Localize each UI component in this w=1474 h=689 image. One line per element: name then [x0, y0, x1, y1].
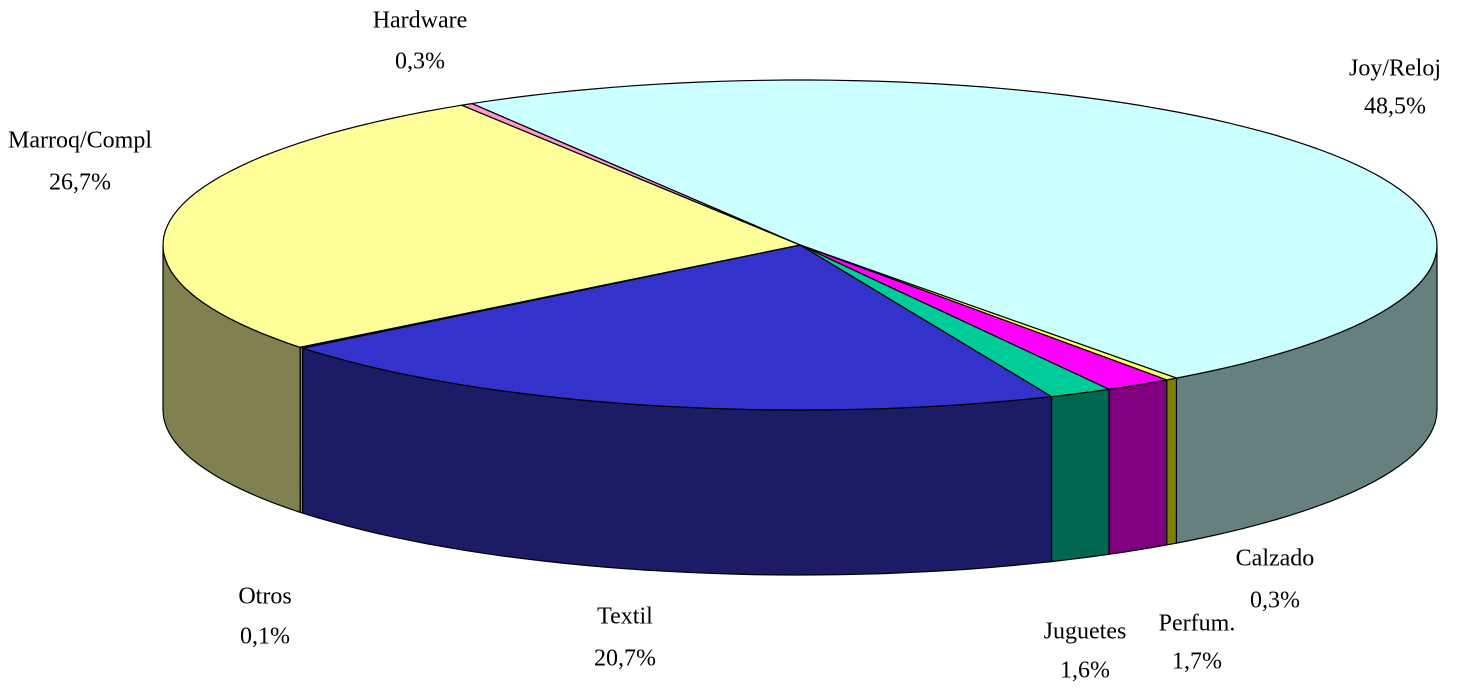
slice-value-label: 48,5% [1364, 94, 1426, 120]
pie-slice [302, 244, 1053, 411]
slice-label: Perfum. [1159, 611, 1236, 637]
slice-label: Juguetes [1044, 619, 1127, 645]
slice-label: Marroq/Compl [8, 128, 152, 154]
slice-value-label: 0,1% [240, 624, 290, 650]
slice-value-label: 1,6% [1060, 658, 1110, 684]
slice-value-label: 0,3% [395, 49, 445, 75]
pie-slice [461, 103, 801, 246]
slice-value-label: 26,7% [49, 170, 111, 196]
slice-label: Textil [597, 604, 653, 630]
tops [162, 79, 1438, 411]
pie-side [1050, 388, 1110, 563]
slice-label: Joy/Reloj [1349, 56, 1441, 82]
slice-label: Hardware [373, 8, 468, 34]
pie-side [1108, 379, 1168, 555]
slice-label: Otros [238, 584, 291, 610]
pie-side [1166, 377, 1178, 546]
slice-value-label: 0,3% [1250, 588, 1300, 614]
sides [162, 244, 1438, 576]
slice-label: Calzado [1236, 546, 1315, 572]
pie-slice [471, 79, 1438, 379]
slice-value-label: 1,7% [1172, 649, 1222, 675]
pie-slice [162, 104, 801, 348]
slice-value-label: 20,7% [594, 646, 656, 672]
